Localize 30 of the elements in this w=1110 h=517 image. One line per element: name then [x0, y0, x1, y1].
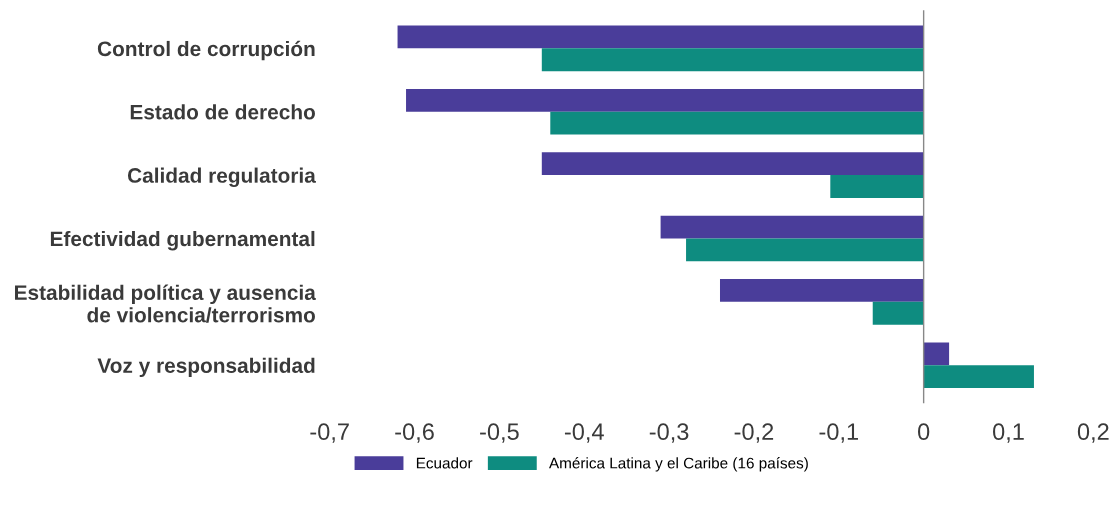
bar	[923, 365, 1034, 389]
x-tick-label: -0,1	[819, 423, 858, 443]
legend-label: Ecuador	[416, 457, 473, 469]
bar	[686, 238, 924, 262]
x-tick-label: -0,5	[480, 423, 519, 443]
bar	[872, 301, 924, 325]
y-tick-label: Voz y responsabilidad	[97, 357, 315, 378]
y-tick-label: Efectividad gubernamental	[50, 230, 315, 251]
y-tick-label: Control de corrupción	[97, 40, 315, 61]
bar	[660, 215, 924, 239]
bar	[720, 279, 924, 302]
legend-label: América Latina y el Caribe (16 países)	[549, 457, 808, 472]
y-tick-label: Estado de derecho	[130, 104, 315, 120]
bar	[830, 175, 924, 198]
x-tick-label: -0,6	[395, 423, 434, 443]
x-tick-label: -0,4	[564, 423, 604, 443]
bar	[923, 342, 950, 366]
y-tick-label: Calidad regulatoria	[127, 167, 316, 188]
y-tick-label: Estabilidad política y ausencia de violencia/terrorismo	[15, 284, 316, 323]
x-tick-label: 0,1	[993, 423, 1024, 443]
x-tick-label: -0,3	[649, 423, 689, 443]
x-tick-label: -0,2	[734, 423, 774, 443]
x-tick-label: -0,7	[310, 423, 349, 443]
bar	[397, 25, 924, 49]
x-tick-label: 0,2	[1077, 423, 1109, 443]
bar	[406, 88, 924, 112]
bar	[541, 152, 924, 176]
bar	[541, 48, 924, 72]
x-tick-label: 0	[918, 423, 930, 441]
bar	[550, 111, 924, 135]
